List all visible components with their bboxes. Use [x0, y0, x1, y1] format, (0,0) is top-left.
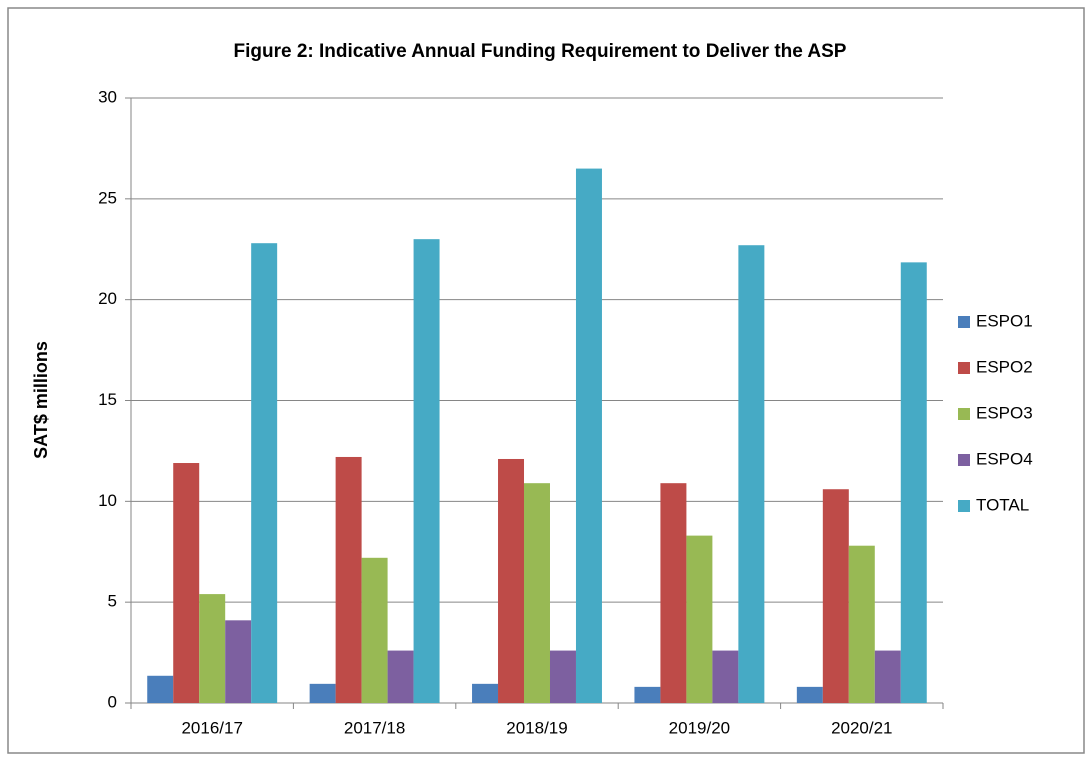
- y-tick-label: 20: [98, 289, 117, 308]
- bar: [848, 545, 875, 703]
- bar: [900, 262, 927, 703]
- bar: [712, 650, 739, 703]
- bar: [199, 594, 226, 703]
- bar: [796, 686, 823, 703]
- legend-swatch: [958, 454, 970, 466]
- bar: [822, 489, 849, 703]
- bar: [498, 458, 525, 703]
- bar: [524, 483, 550, 703]
- x-tick-label: 2019/20: [669, 718, 730, 737]
- chart-title: Figure 2: Indicative Annual Funding Requ…: [233, 41, 846, 62]
- bar: [335, 456, 362, 703]
- legend-swatch: [958, 362, 970, 374]
- y-tick-label: 10: [98, 491, 117, 510]
- y-tick-label: 5: [108, 592, 117, 611]
- bar: [660, 483, 687, 703]
- bar: [251, 243, 278, 703]
- bar: [225, 620, 252, 703]
- bar: [472, 683, 499, 703]
- legend-label: ESPO4: [976, 449, 1033, 468]
- x-tick-label: 2016/17: [181, 718, 242, 737]
- bar: [147, 675, 174, 703]
- y-tick-label: 25: [98, 188, 117, 207]
- bar: [309, 683, 336, 703]
- y-tick-label: 0: [108, 692, 117, 711]
- bar: [634, 686, 661, 703]
- legend-label: ESPO1: [976, 311, 1033, 330]
- y-axis-label: SAT$ millions: [31, 341, 51, 459]
- bar: [413, 239, 440, 703]
- bar: [874, 650, 901, 703]
- bar: [387, 650, 414, 703]
- bar: [738, 245, 765, 703]
- bar: [361, 557, 388, 703]
- bar: [575, 168, 602, 704]
- x-tick-label: 2017/18: [344, 718, 405, 737]
- bar: [686, 535, 713, 703]
- legend-label: TOTAL: [976, 495, 1029, 514]
- bar: [173, 463, 200, 703]
- y-tick-label: 15: [98, 390, 117, 409]
- bar: [549, 650, 576, 703]
- x-tick-label: 2020/21: [831, 718, 892, 737]
- legend-label: ESPO2: [976, 357, 1033, 376]
- y-tick-label: 30: [98, 87, 117, 106]
- legend-swatch: [958, 408, 970, 420]
- legend-swatch: [958, 316, 970, 328]
- legend-swatch: [958, 500, 970, 512]
- x-tick-label: 2018/19: [506, 718, 567, 737]
- legend-label: ESPO3: [976, 403, 1033, 422]
